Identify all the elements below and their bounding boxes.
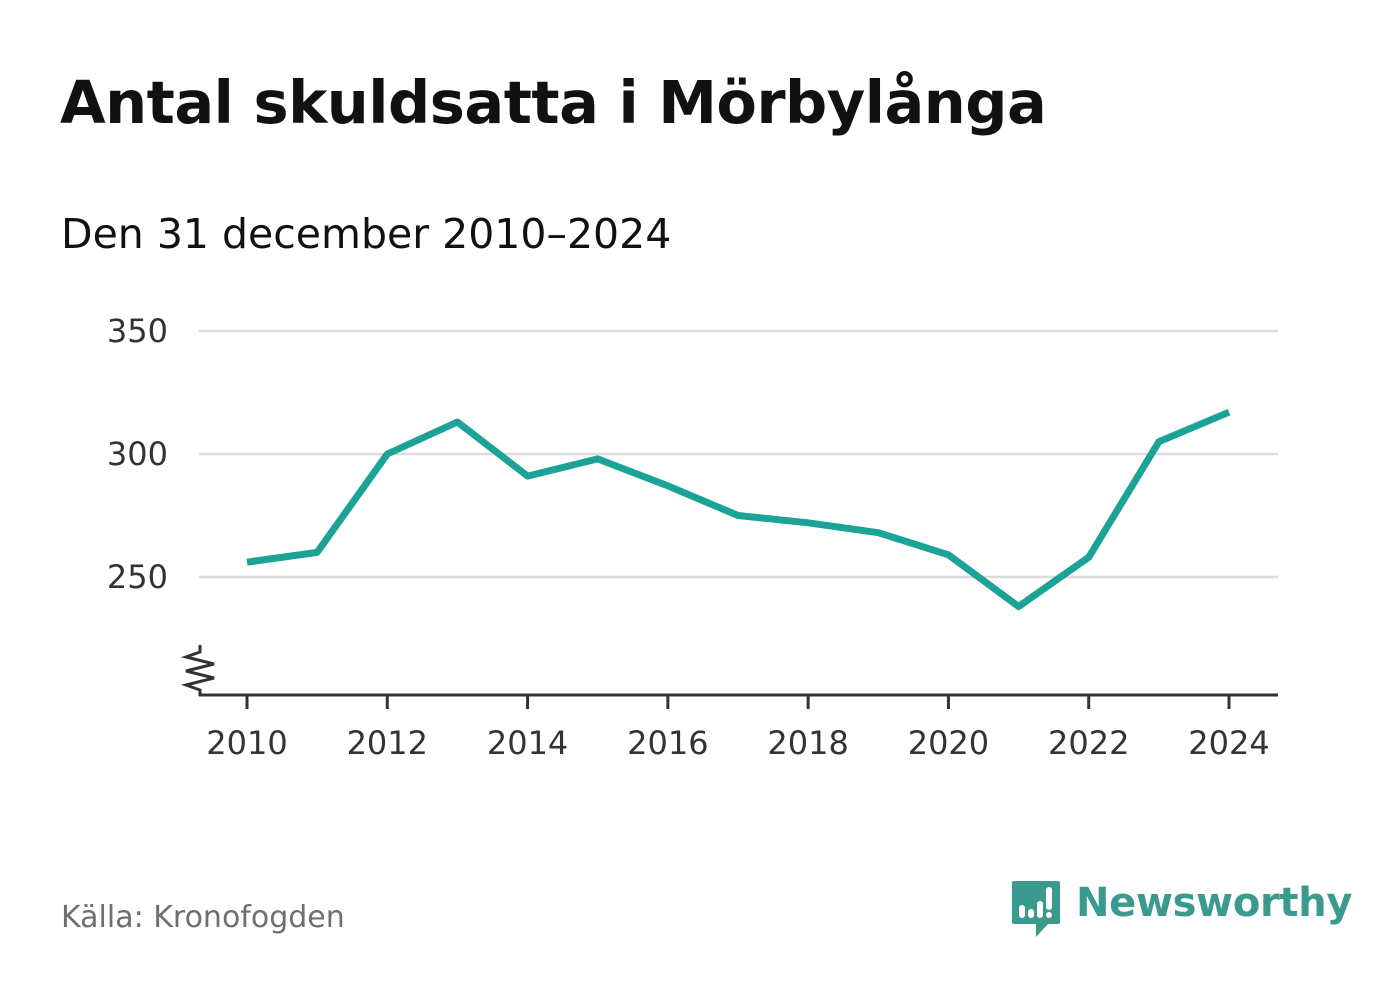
y-tick-label-300: 300	[107, 435, 168, 473]
x-tick-label-2020: 2020	[908, 724, 989, 762]
brand-logo[interactable]: Newsworthy	[1010, 878, 1353, 942]
source-note: Källa: Kronofogden	[61, 900, 345, 935]
x-tick-label-2024: 2024	[1188, 724, 1269, 762]
x-tick-label-2014: 2014	[487, 724, 568, 762]
axis-break-icon	[180, 645, 215, 696]
series-line-0	[246, 408, 1231, 610]
x-axis-ticks: 2010 2012 2014 2016 2018 2020 2022 2024	[206, 695, 1270, 762]
x-tick-label-2022: 2022	[1048, 724, 1129, 762]
x-tick-label-2012: 2012	[347, 724, 428, 762]
brand-name: Newsworthy	[1076, 880, 1353, 926]
y-tick-label-350: 350	[107, 312, 168, 350]
y-tick-label-250: 250	[107, 558, 168, 596]
x-tick-label-2010: 2010	[206, 724, 287, 762]
x-tick-label-2018: 2018	[767, 724, 848, 762]
chart-subtitle: Den 31 december 2010–2024	[61, 210, 672, 258]
x-axis	[180, 645, 1278, 697]
newsworthy-logo-icon	[1012, 881, 1060, 937]
chart-title: Antal skuldsatta i Mörbylånga	[60, 68, 1047, 137]
y-axis-ticks: 250 300 350	[107, 312, 168, 596]
x-tick-label-2016: 2016	[627, 724, 708, 762]
gridlines	[199, 329, 1278, 579]
series	[246, 408, 1231, 610]
